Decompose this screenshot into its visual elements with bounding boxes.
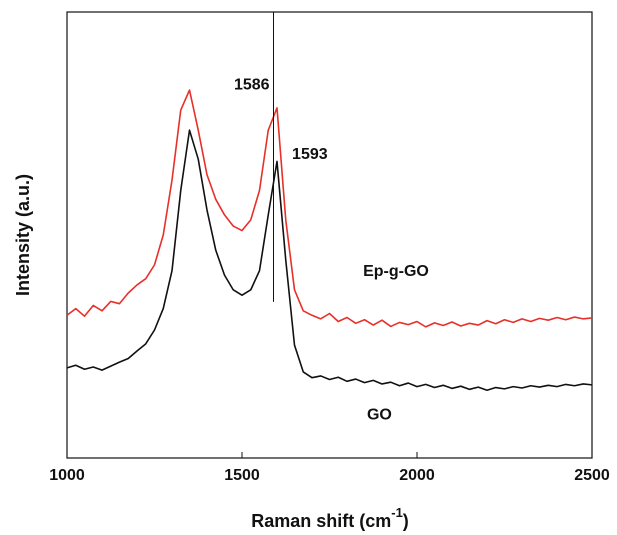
plot-frame — [66, 11, 593, 459]
series-line — [66, 129, 593, 392]
x-axis-label: Raman shift (cm-1) — [251, 505, 409, 530]
x-tick-label: 2000 — [399, 467, 435, 484]
series-line — [66, 89, 593, 328]
annotation: 1593 — [292, 146, 328, 163]
series-label: Ep-g-GO — [363, 263, 429, 280]
x-tick-label: 2500 — [574, 467, 610, 484]
x-tick-label: 1000 — [49, 467, 85, 484]
x-tick-label: 1500 — [224, 467, 260, 484]
x-label-text: Raman shift (cm — [251, 511, 391, 531]
y-axis-label: Intensity (a.u.) — [13, 174, 33, 296]
annotation: 1586 — [234, 76, 270, 93]
x-label-sup: -1 — [391, 505, 403, 520]
series-label: GO — [367, 406, 392, 423]
x-label-tail: ) — [403, 511, 409, 531]
